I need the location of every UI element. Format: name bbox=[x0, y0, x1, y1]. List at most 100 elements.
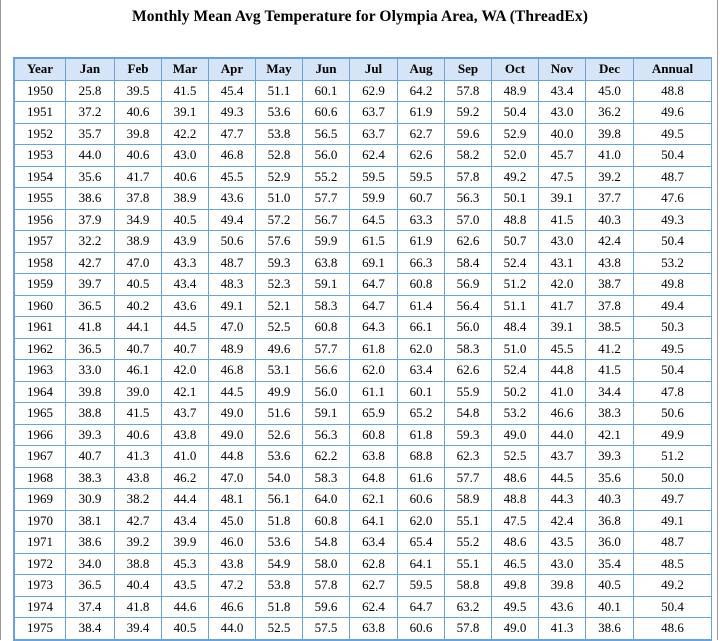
temperature-cell: 40.7 bbox=[114, 337, 162, 360]
temperature-cell: 49.2 bbox=[633, 574, 712, 597]
temperature-cell: 47.6 bbox=[633, 187, 712, 210]
table-row: 1973 36.5 40.4 43.5 47.2 53.8 57.8 62.7 59.5 58.8… bbox=[14, 574, 712, 597]
temperature-cell: 59.3 bbox=[255, 251, 303, 274]
year-cell: 1965 bbox=[14, 402, 66, 425]
temperature-cell: 49.8 bbox=[633, 273, 712, 296]
temperature-cell: 40.3 bbox=[585, 208, 634, 231]
temperature-cell: 42.7 bbox=[114, 509, 162, 532]
temperature-cell: 38.7 bbox=[585, 273, 634, 296]
temperature-cell: 57.8 bbox=[444, 79, 492, 102]
temperature-cell: 49.3 bbox=[633, 208, 712, 231]
temperature-cell: 36.0 bbox=[585, 531, 634, 554]
temperature-cell: 44.0 bbox=[65, 144, 115, 167]
temperature-cell: 56.0 bbox=[444, 316, 492, 339]
temperature-cell: 37.4 bbox=[65, 595, 115, 618]
year-cell: 1967 bbox=[14, 445, 66, 468]
temperature-cell: 49.0 bbox=[491, 423, 539, 446]
temperature-cell: 50.1 bbox=[491, 187, 539, 210]
temperature-cell: 43.5 bbox=[161, 574, 209, 597]
temperature-cell: 60.8 bbox=[397, 273, 445, 296]
temperature-cell: 49.5 bbox=[491, 595, 539, 618]
temperature-cell: 53.2 bbox=[491, 402, 539, 425]
temperature-cell: 64.7 bbox=[349, 294, 398, 317]
temperature-cell: 47.5 bbox=[538, 165, 586, 188]
temperature-cell: 34.9 bbox=[114, 208, 162, 231]
column-header-jan: Jan bbox=[65, 58, 115, 81]
temperature-cell: 52.5 bbox=[255, 617, 303, 640]
temperature-cell: 39.8 bbox=[65, 380, 115, 403]
temperature-cell: 39.4 bbox=[114, 617, 162, 640]
temperature-cell: 39.9 bbox=[161, 531, 209, 554]
table-row: 1974 37.4 41.8 44.6 46.6 51.8 59.6 62.4 64.7 63.2… bbox=[14, 595, 712, 618]
temperature-cell: 52.3 bbox=[255, 273, 303, 296]
temperature-cell: 45.5 bbox=[208, 165, 256, 188]
temperature-cell: 48.4 bbox=[491, 316, 539, 339]
temperature-cell: 52.0 bbox=[491, 144, 539, 167]
temperature-cell: 41.5 bbox=[538, 208, 586, 231]
temperature-cell: 48.3 bbox=[208, 273, 256, 296]
temperature-cell: 49.5 bbox=[633, 337, 712, 360]
temperature-cell: 49.9 bbox=[255, 380, 303, 403]
temperature-cell: 60.6 bbox=[397, 617, 445, 640]
temperature-cell: 51.6 bbox=[255, 402, 303, 425]
year-cell: 1962 bbox=[14, 337, 66, 360]
temperature-cell: 43.5 bbox=[538, 531, 586, 554]
temperature-cell: 62.1 bbox=[349, 488, 398, 511]
temperature-cell: 40.5 bbox=[161, 617, 209, 640]
temperature-cell: 47.7 bbox=[208, 122, 256, 145]
column-header-aug: Aug bbox=[397, 58, 445, 81]
temperature-cell: 62.4 bbox=[349, 144, 398, 167]
temperature-cell: 64.1 bbox=[349, 509, 398, 532]
temperature-cell: 46.5 bbox=[491, 552, 539, 575]
temperature-cell: 64.5 bbox=[349, 208, 398, 231]
temperature-cell: 57.8 bbox=[444, 165, 492, 188]
temperature-cell: 65.9 bbox=[349, 402, 398, 425]
temperature-cell: 59.9 bbox=[349, 187, 398, 210]
temperature-cell: 30.9 bbox=[65, 488, 115, 511]
temperature-cell: 38.6 bbox=[585, 617, 634, 640]
temperature-cell: 52.6 bbox=[255, 423, 303, 446]
temperature-cell: 48.6 bbox=[633, 617, 712, 640]
temperature-cell: 48.5 bbox=[633, 552, 712, 575]
temperature-cell: 43.6 bbox=[208, 187, 256, 210]
year-cell: 1952 bbox=[14, 122, 66, 145]
temperature-cell: 49.6 bbox=[255, 337, 303, 360]
temperature-cell: 59.5 bbox=[349, 165, 398, 188]
temperature-cell: 47.0 bbox=[114, 251, 162, 274]
temperature-cell: 57.8 bbox=[444, 617, 492, 640]
table-row: 1968 38.3 43.8 46.2 47.0 54.0 58.3 64.8 61.6 57.7… bbox=[14, 466, 712, 489]
temperature-cell: 38.1 bbox=[65, 509, 115, 532]
temperature-cell: 42.0 bbox=[538, 273, 586, 296]
temperature-cell: 61.8 bbox=[349, 337, 398, 360]
temperature-cell: 56.5 bbox=[302, 122, 350, 145]
temperature-cell: 56.6 bbox=[302, 359, 350, 382]
temperature-cell: 43.0 bbox=[538, 101, 586, 124]
temperature-table: Year Jan Feb Mar Apr May Jun Jul Aug Sep Oct Nov Dec… bbox=[14, 58, 712, 640]
table-row: 1963 33.0 46.1 42.0 46.8 53.1 56.6 62.0 63.4 62.6… bbox=[14, 359, 712, 382]
temperature-cell: 39.8 bbox=[585, 122, 634, 145]
temperature-cell: 43.9 bbox=[161, 230, 209, 253]
table-row: 1956 37.9 34.9 40.5 49.4 57.2 56.7 64.5 63.3 57.0… bbox=[14, 208, 712, 231]
temperature-cell: 62.7 bbox=[397, 122, 445, 145]
temperature-cell: 45.4 bbox=[208, 79, 256, 102]
temperature-cell: 40.0 bbox=[538, 122, 586, 145]
temperature-cell: 48.9 bbox=[491, 79, 539, 102]
year-cell: 1973 bbox=[14, 574, 66, 597]
temperature-cell: 62.9 bbox=[349, 79, 398, 102]
temperature-cell: 50.3 bbox=[633, 316, 712, 339]
temperature-cell: 40.5 bbox=[585, 574, 634, 597]
temperature-cell: 63.2 bbox=[444, 595, 492, 618]
temperature-cell: 39.3 bbox=[65, 423, 115, 446]
temperature-cell: 39.2 bbox=[114, 531, 162, 554]
temperature-cell: 52.8 bbox=[255, 144, 303, 167]
temperature-cell: 49.6 bbox=[633, 101, 712, 124]
temperature-cell: 49.9 bbox=[633, 423, 712, 446]
temperature-cell: 36.5 bbox=[65, 337, 115, 360]
temperature-cell: 61.1 bbox=[349, 380, 398, 403]
temperature-cell: 49.0 bbox=[491, 617, 539, 640]
year-cell: 1956 bbox=[14, 208, 66, 231]
temperature-cell: 34.4 bbox=[585, 380, 634, 403]
temperature-cell: 48.9 bbox=[208, 337, 256, 360]
temperature-cell: 61.9 bbox=[397, 101, 445, 124]
temperature-cell: 58.3 bbox=[302, 466, 350, 489]
